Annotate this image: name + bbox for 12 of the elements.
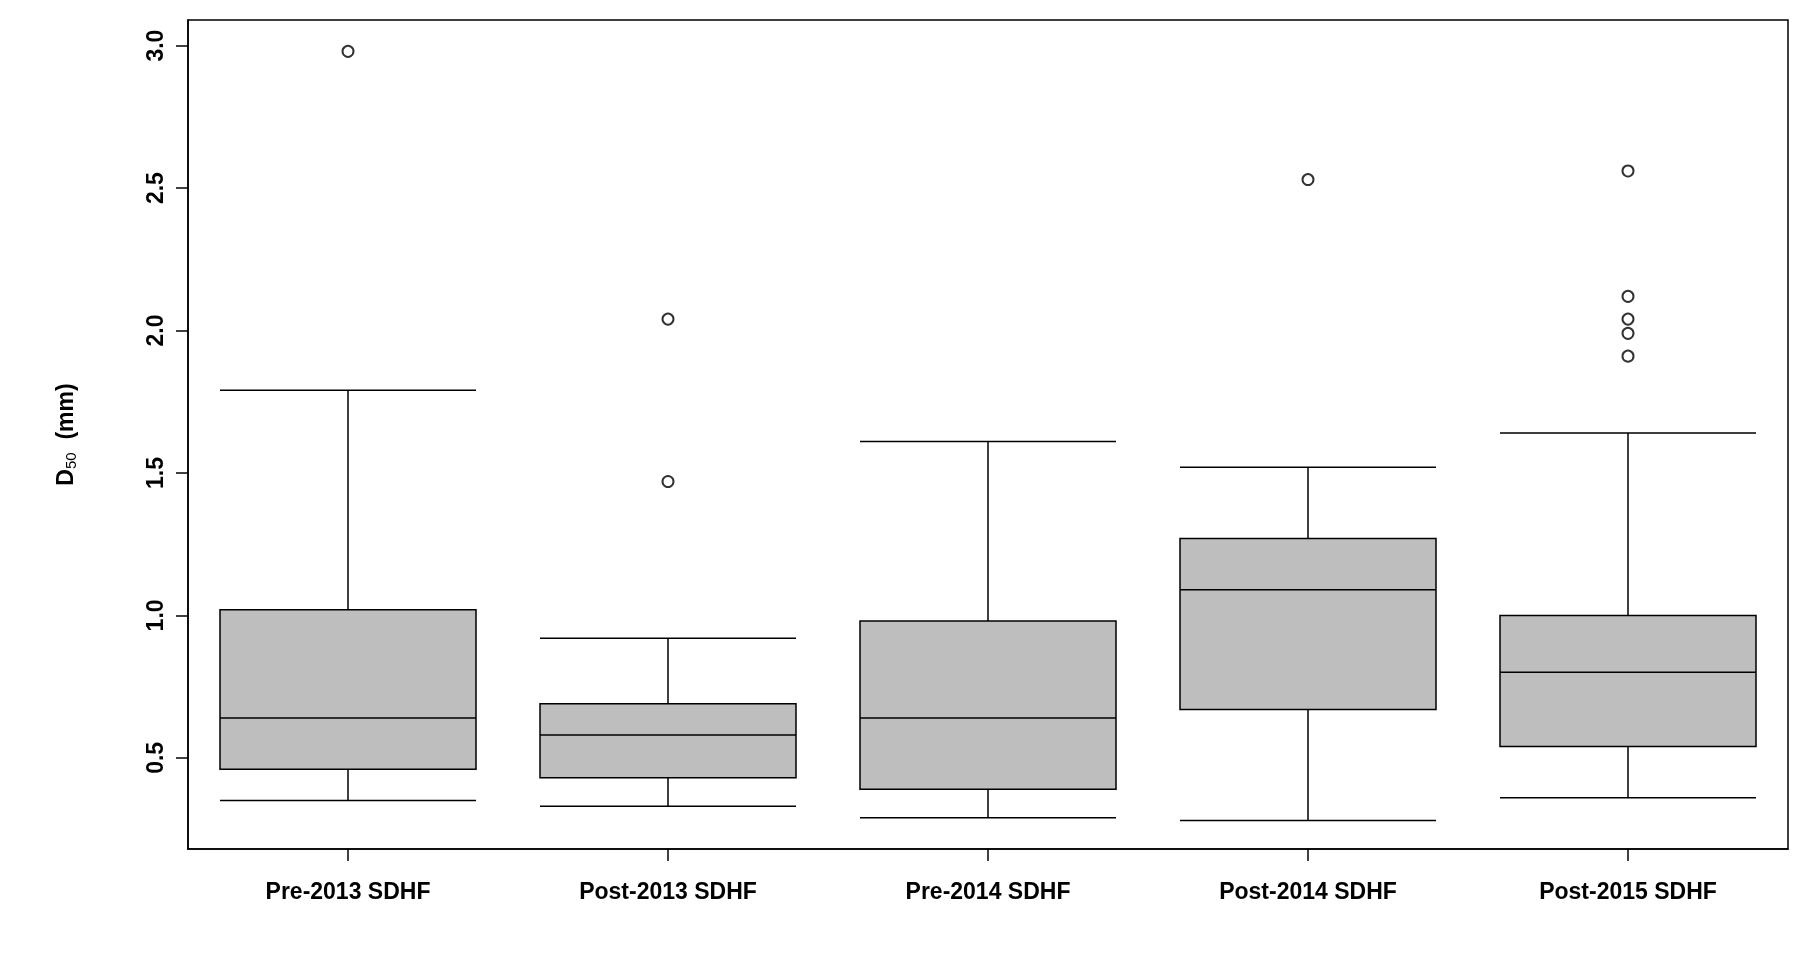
y-tick-label: 3.0 — [141, 29, 168, 62]
x-tick-label: Pre-2014 SDHF — [905, 877, 1071, 904]
y-tick-label: 2.5 — [141, 171, 168, 205]
x-tick-label: Post-2014 SDHF — [1219, 877, 1397, 904]
y-tick-label: 2.0 — [141, 314, 168, 347]
x-tick-label: Pre-2013 SDHF — [265, 877, 431, 904]
y-tick-label: 1.0 — [141, 599, 168, 632]
y-axis-title: D50 (mm) — [51, 383, 79, 486]
x-tick-label: Post-2015 SDHF — [1539, 877, 1717, 904]
y-tick-label: 1.5 — [141, 456, 168, 489]
x-tick-label: Post-2013 SDHF — [579, 877, 757, 904]
y-tick-label: 0.5 — [141, 741, 168, 774]
